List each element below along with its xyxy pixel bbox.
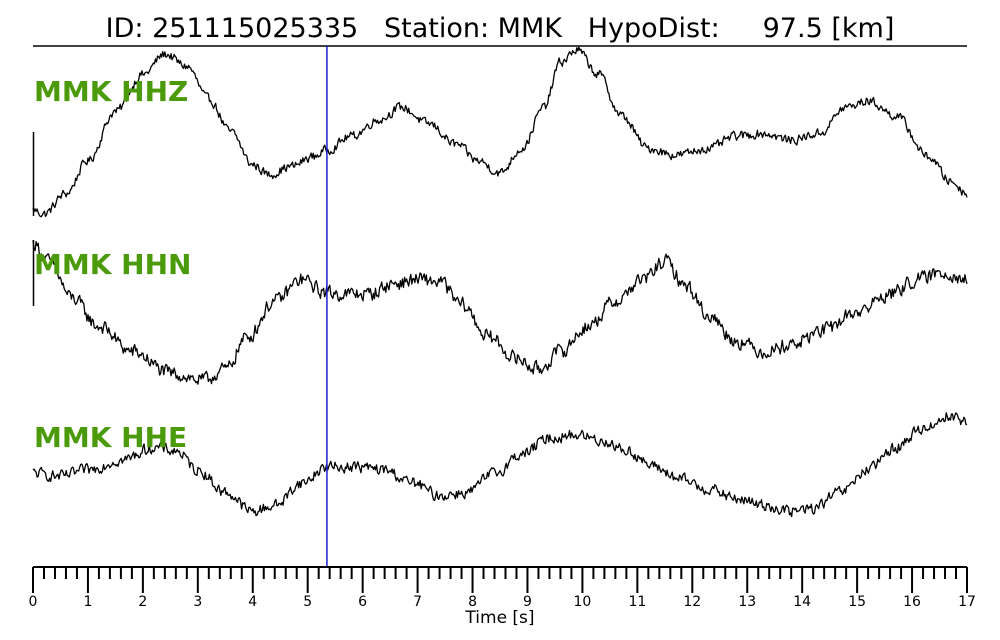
tick-label-13: 13 bbox=[738, 594, 756, 610]
tick-label-1: 1 bbox=[83, 594, 92, 610]
figure-title: ID: 251115025335 Station: MMK HypoDist: … bbox=[106, 13, 895, 44]
channel-label-hhn: MMK HHN bbox=[34, 248, 191, 281]
tick-label-5: 5 bbox=[303, 594, 312, 610]
title-id-label: ID: bbox=[106, 13, 144, 44]
tick-label-11: 11 bbox=[628, 594, 646, 610]
title-station-value: MMK bbox=[498, 13, 564, 44]
tick-label-7: 7 bbox=[413, 594, 422, 610]
tick-label-15: 15 bbox=[848, 594, 866, 610]
title-station-label: Station: bbox=[384, 13, 489, 44]
tick-label-3: 3 bbox=[193, 594, 202, 610]
tick-label-8: 8 bbox=[468, 594, 477, 610]
trace-hhn bbox=[32, 240, 968, 385]
tick-label-2: 2 bbox=[138, 594, 147, 610]
x-axis-label: Time [s] bbox=[464, 608, 534, 628]
trace-hhz bbox=[32, 46, 968, 218]
tick-label-12: 12 bbox=[683, 594, 701, 610]
traces-group bbox=[32, 46, 968, 518]
channel-label-hhz: MMK HHZ bbox=[34, 75, 188, 108]
tick-label-16: 16 bbox=[903, 594, 921, 610]
tick-label-4: 4 bbox=[248, 594, 257, 610]
title-id-value: 251115025335 bbox=[152, 13, 358, 44]
title-dist-label: HypoDist: bbox=[588, 13, 720, 44]
tick-label-17: 17 bbox=[958, 594, 976, 610]
tick-label-10: 10 bbox=[573, 594, 591, 610]
tick-label-6: 6 bbox=[358, 594, 367, 610]
title-dist-value: 97.5 bbox=[763, 13, 823, 44]
tick-label-0: 0 bbox=[29, 594, 38, 610]
trace-hhe bbox=[32, 412, 968, 518]
time-axis: 0 1 2 3 4 5 6 7 8 9 10 11 12 13 14 15 16 17 bbox=[29, 566, 976, 610]
channel-label-hhe: MMK HHE bbox=[34, 421, 187, 454]
title-dist-unit: [km] bbox=[831, 13, 894, 44]
tick-label-14: 14 bbox=[793, 594, 811, 610]
tick-label-9: 9 bbox=[523, 594, 532, 610]
